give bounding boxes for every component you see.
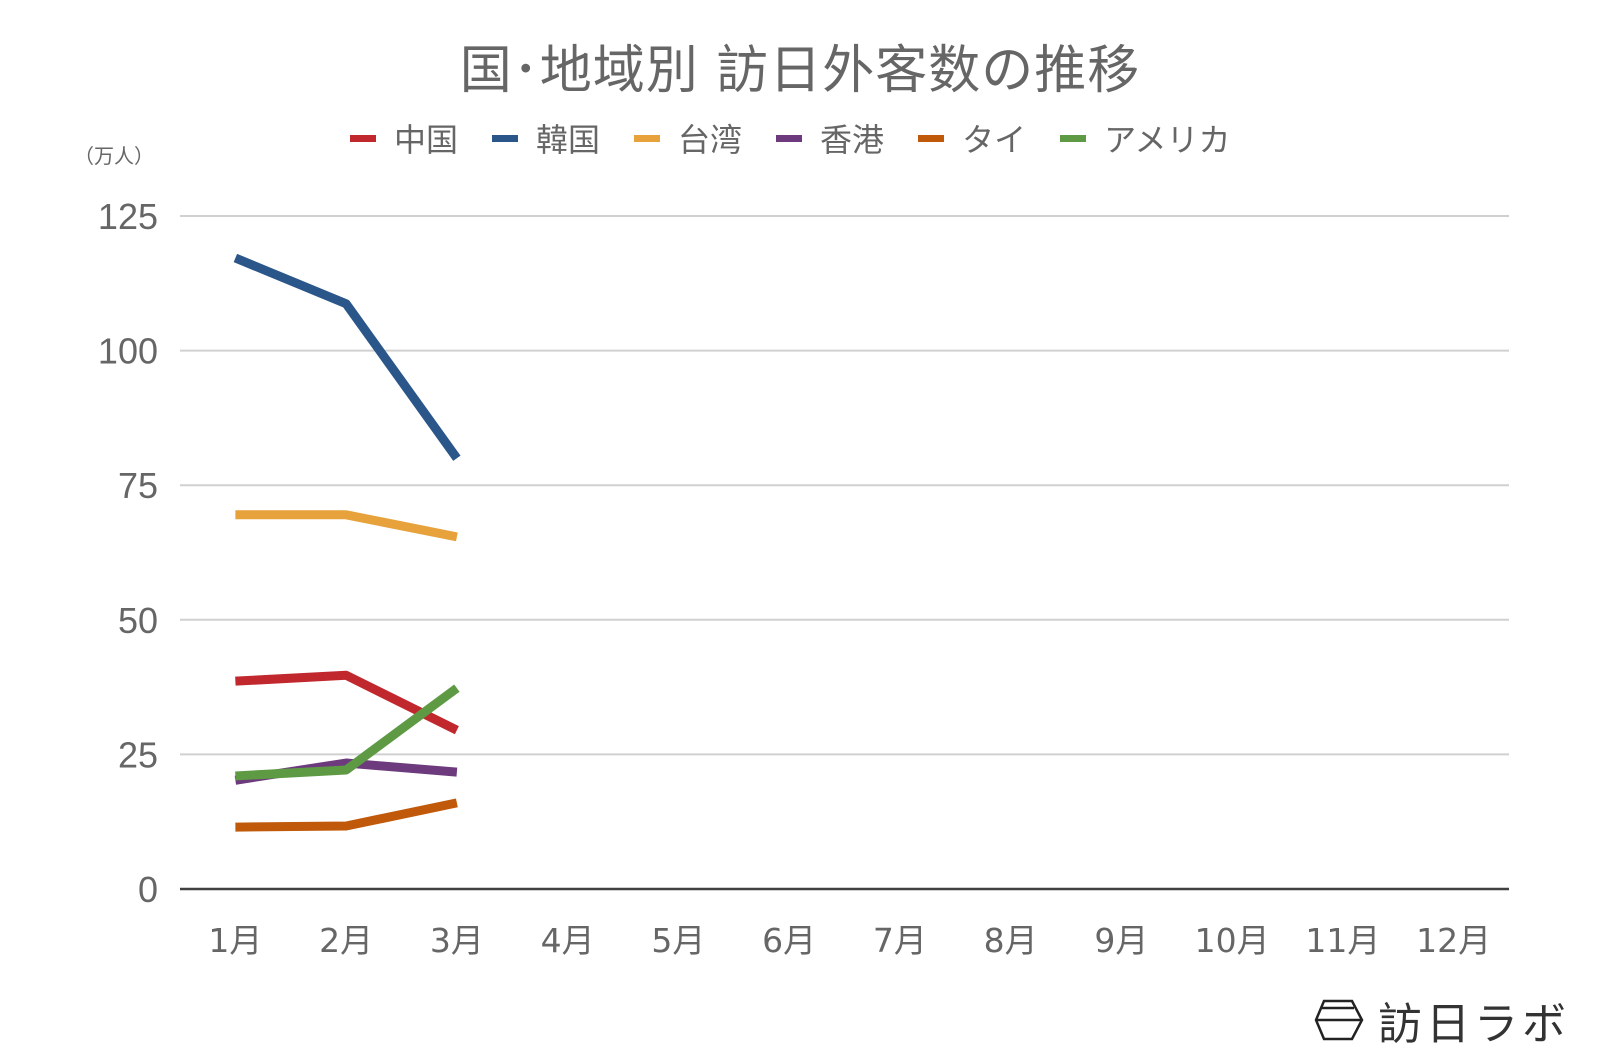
x-tick-label: 8月 [984, 921, 1038, 960]
legend-swatch [1060, 134, 1087, 142]
y-tick-label: 75 [118, 465, 158, 506]
legend-label: 中国 [394, 121, 459, 159]
chart-title: 国･地域別 訪日外客数の推移 [459, 41, 1141, 101]
y-tick-label: 25 [118, 734, 158, 775]
legend-item: タイ [918, 115, 1026, 161]
legend-swatch [350, 134, 376, 142]
chart-legend: 中国 韓国 台湾 香港 タイ アメリカ [350, 115, 1264, 161]
legend-label: タイ [962, 121, 1027, 159]
x-tick-label: 10月 [1195, 921, 1270, 960]
x-tick-label: 11月 [1305, 921, 1380, 960]
legend-swatch [918, 134, 945, 142]
brand-logo: 訪日ラボ [1314, 988, 1570, 1052]
x-tick-label: 4月 [541, 921, 595, 960]
legend-item: 香港 [776, 115, 884, 161]
y-tick-label: 100 [98, 331, 158, 372]
x-tick-label: 1月 [208, 921, 262, 960]
brand-logo-text: 訪日ラボ [1378, 999, 1570, 1050]
x-tick-label: 3月 [430, 921, 484, 960]
series-line [235, 684, 460, 781]
y-tick-label: 125 [98, 196, 158, 237]
legend-label: アメリカ [1104, 121, 1231, 159]
x-tick-label: 7月 [873, 921, 927, 960]
legend-item: 中国 [350, 115, 458, 161]
series-line [235, 510, 458, 542]
series-line [235, 798, 458, 832]
legend-label: 香港 [820, 121, 885, 159]
hexagon-bowl-icon [1314, 999, 1364, 1041]
legend-swatch [634, 134, 661, 142]
x-tick-label: 9月 [1094, 921, 1148, 960]
series-line [235, 670, 459, 735]
y-axis-unit-label: （万人） [74, 144, 154, 168]
legend-swatch [492, 134, 519, 142]
legend-swatch [776, 134, 803, 142]
legend-item: 韓国 [492, 115, 600, 161]
legend-item: 台湾 [634, 115, 742, 161]
x-tick-label: 2月 [319, 921, 373, 960]
y-tick-label: 50 [118, 600, 158, 641]
x-tick-label: 6月 [762, 921, 816, 960]
x-tick-label: 12月 [1416, 921, 1491, 960]
x-tick-label: 5月 [651, 921, 705, 960]
series-line [233, 253, 461, 461]
legend-label: 韓国 [536, 121, 601, 159]
legend-label: 台湾 [678, 121, 743, 159]
legend-item: アメリカ [1060, 115, 1230, 161]
y-tick-label: 0 [138, 869, 158, 910]
